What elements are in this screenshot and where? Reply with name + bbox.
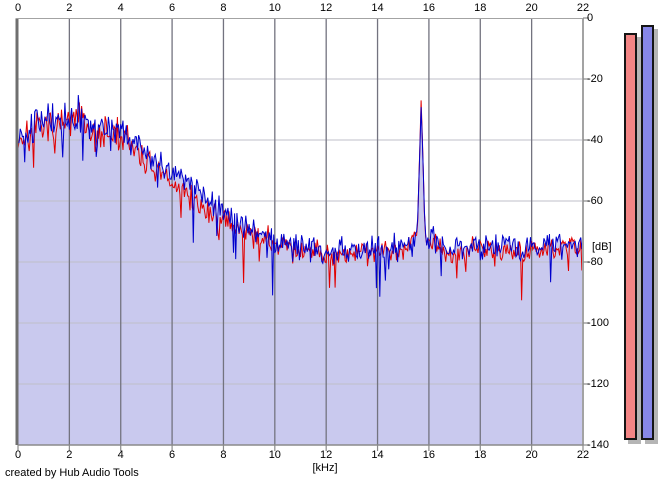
tick-label: 8 [220, 2, 227, 14]
meter-blue [640, 25, 654, 440]
tick-label: 18 [474, 449, 487, 461]
tick-label: 20 [525, 2, 538, 14]
tick-label: 4 [117, 449, 124, 461]
tick-label: -20 [587, 72, 603, 85]
spectrum-red-trace [17, 100, 584, 301]
tick-label: -80 [587, 255, 603, 268]
x-axis-unit-label: [kHz] [312, 462, 338, 474]
tick-label: 10 [268, 449, 281, 461]
tick-label: 10 [268, 2, 281, 14]
meter-red [624, 32, 637, 440]
plot-border-left [15, 18, 19, 445]
tick-label: 14 [371, 449, 384, 461]
tick-label: 22 [576, 2, 590, 14]
tick-label: -60 [587, 194, 603, 207]
tick-label: 14 [371, 2, 384, 14]
tick-label: -140 [587, 438, 610, 451]
spectrum-area-fill [18, 95, 583, 445]
tick-label: -100 [587, 316, 610, 329]
tick-label: 0 [14, 2, 22, 14]
tick-label: 16 [422, 2, 436, 14]
tick-label: -40 [587, 133, 603, 146]
y-axis-unit-label: [dB] [592, 241, 612, 253]
spectrum-blue-trace [17, 94, 584, 297]
tick-label: -120 [587, 377, 610, 390]
tick-label: 20 [525, 449, 538, 461]
tick-label: 16 [422, 449, 436, 461]
tick-label: 18 [474, 2, 487, 14]
tick-label: 2 [66, 449, 73, 461]
credit-text: created by Hub Audio Tools [5, 467, 139, 479]
tick-label: 12 [320, 2, 333, 14]
tick-label: 4 [117, 2, 124, 14]
tick-label: 0 [587, 11, 594, 24]
tick-label: 8 [220, 449, 227, 461]
tick-label: 2 [66, 2, 73, 14]
tick-label: 6 [169, 449, 176, 461]
tick-label: 22 [576, 449, 590, 461]
tick-label: 12 [320, 449, 333, 461]
tick-label: 0 [14, 449, 22, 461]
tick-label: 6 [169, 2, 176, 14]
